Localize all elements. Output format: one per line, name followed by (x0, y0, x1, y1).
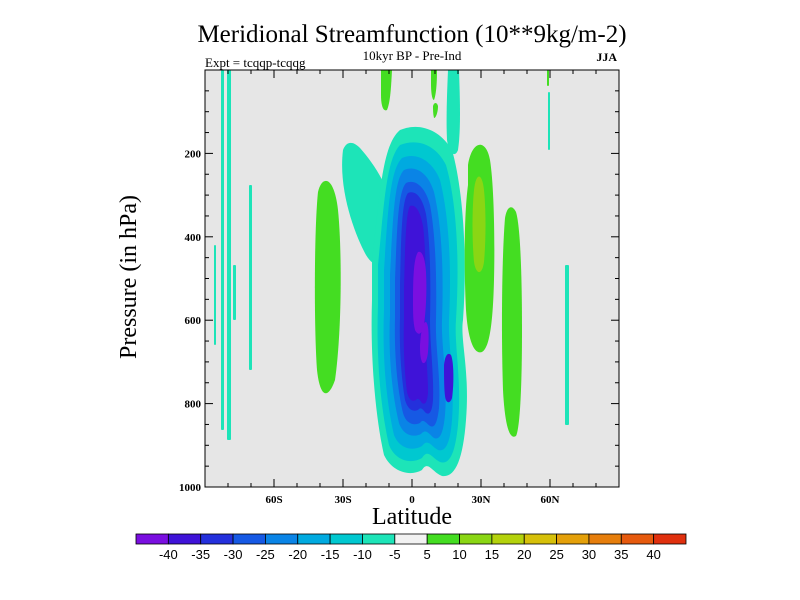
colorbar-label: -15 (321, 547, 340, 562)
colorbar-swatch (620, 533, 655, 545)
experiment-annotation: Expt = tcqqp-tcqqg (205, 55, 306, 70)
chart-subtitle: 10kyr BP - Pre-Ind (363, 48, 462, 63)
colorbar-swatch (265, 533, 299, 545)
colorbar-swatch (394, 533, 428, 545)
colorbar-swatch (135, 533, 169, 545)
high-lat-nh-negative-streaks (547, 70, 569, 425)
stratospheric-negative-plume (446, 70, 460, 155)
y-tick-label: 600 (185, 315, 202, 327)
y-tick-label: 1000 (179, 482, 202, 494)
high-lat-sh-negative-streaks (214, 70, 252, 440)
y-tick-label: 800 (185, 399, 202, 411)
colorbar-swatch (167, 533, 202, 545)
colorbar: -40 -35 -30 -25 -20 -15 -10 -5 5 10 15 20 25 30 35 40 (135, 533, 687, 562)
tropical-negative-cell (371, 126, 467, 477)
y-tick-label: 400 (185, 232, 202, 244)
colorbar-label: -30 (224, 547, 243, 562)
colorbar-swatch (588, 533, 622, 545)
x-tick-label: 30S (334, 494, 351, 506)
colorbar-swatch (556, 533, 590, 545)
colorbar-swatch (653, 533, 687, 545)
streamfunction-field (214, 70, 569, 477)
x-axis: 60S 30S 0 30N 60N (204, 70, 620, 506)
colorbar-label: 20 (517, 547, 531, 562)
colorbar-label: -20 (288, 547, 307, 562)
stratospheric-positive-plume-nh-2 (433, 103, 438, 118)
chart-title: Meridional Streamfunction (10**9kg/m-2) (197, 21, 626, 48)
y-axis-label: Pressure (in hPa) (116, 195, 142, 359)
colorbar-swatch (426, 533, 460, 545)
colorbar-label: 15 (485, 547, 499, 562)
x-tick-label: 0 (409, 494, 415, 506)
colorbar-swatch (200, 533, 234, 545)
subtropical-positive-band-nh (464, 144, 495, 353)
colorbar-label: 40 (646, 547, 660, 562)
colorbar-label: 30 (582, 547, 596, 562)
colorbar-label: 35 (614, 547, 628, 562)
colorbar-swatch (362, 533, 396, 545)
midlat-positive-band-nh (501, 207, 522, 437)
stratospheric-positive-plume-nh (431, 70, 437, 100)
x-tick-label: 30N (472, 494, 491, 506)
y-tick-label: 200 (185, 148, 202, 160)
colorbar-label: -5 (389, 547, 401, 562)
colorbar-swatch (491, 533, 525, 545)
colorbar-label: -25 (256, 547, 275, 562)
colorbar-label: -40 (159, 547, 178, 562)
colorbar-swatch (232, 533, 266, 545)
x-tick-label: 60S (265, 494, 282, 506)
colorbar-swatch (459, 533, 493, 545)
colorbar-label: -10 (353, 547, 372, 562)
colorbar-swatch (523, 533, 557, 545)
colorbar-label: 5 (424, 547, 431, 562)
y-axis: 200 400 600 800 1000 (179, 69, 619, 494)
x-axis-label: Latitude (372, 504, 452, 530)
x-tick-label: 60N (541, 494, 560, 506)
high-lat-nh-positive-streak (547, 70, 549, 86)
colorbar-label: 10 (452, 547, 466, 562)
colorbar-swatch (297, 533, 331, 545)
colorbar-swatch (329, 533, 363, 545)
colorbar-label: 25 (549, 547, 563, 562)
colorbar-label: -35 (191, 547, 210, 562)
season-annotation: JJA (596, 50, 617, 64)
subtropical-positive-band-sh (314, 180, 341, 394)
stratospheric-positive-plume-eq (381, 70, 392, 111)
